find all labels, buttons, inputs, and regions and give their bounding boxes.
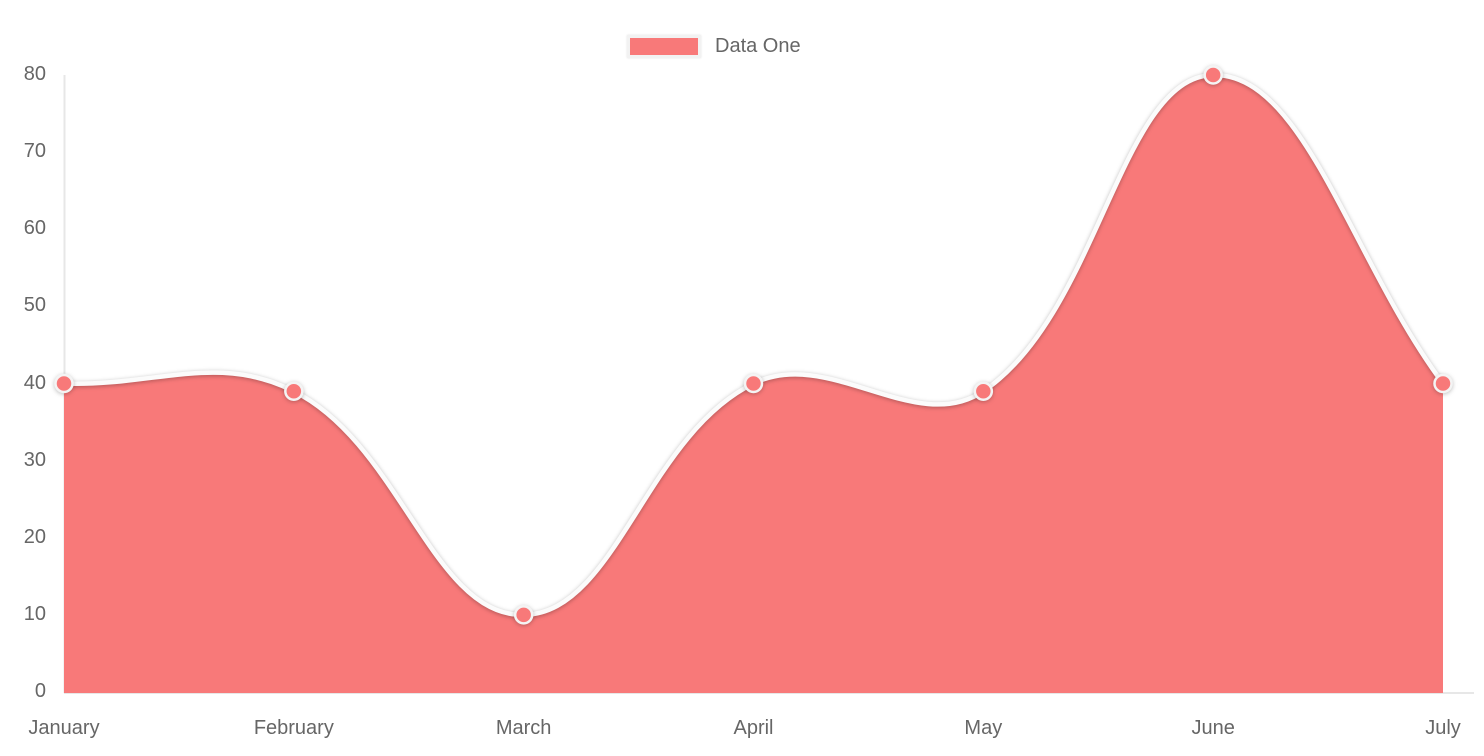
data-point-may[interactable] (973, 381, 994, 401)
y-axis-label-60: 60 (23, 217, 46, 240)
x-axis-label-april: April (733, 717, 774, 739)
x-axis-label-march: March (495, 717, 552, 739)
y-axis-label-10: 10 (23, 602, 46, 625)
legend-label: Data One (715, 35, 801, 57)
y-axis-label-0: 0 (34, 680, 46, 702)
y-axis-label-70: 70 (23, 140, 46, 163)
data-point-june[interactable] (1203, 65, 1223, 85)
x-axis-label-february: February (253, 717, 334, 739)
x-axis-label-july: July (1425, 717, 1461, 739)
y-axis-label-40: 40 (23, 371, 46, 394)
data-point-march[interactable] (513, 605, 534, 625)
y-axis-label-20: 20 (23, 525, 46, 548)
x-axis-label-may: May (964, 717, 1003, 739)
data-point-january[interactable] (54, 373, 74, 394)
legend-swatch (627, 35, 701, 58)
x-axis-label-june: June (1191, 717, 1235, 739)
legend-item-data-one[interactable]: Data One (627, 35, 801, 58)
x-axis-label-january: January (28, 717, 100, 739)
data-point-april[interactable] (743, 373, 764, 394)
y-axis-label-80: 80 (23, 63, 46, 85)
y-axis-label-30: 30 (23, 448, 46, 471)
data-point-july[interactable] (1433, 373, 1453, 394)
data-points (54, 65, 1453, 625)
y-axis-label-50: 50 (23, 294, 46, 317)
data-point-february[interactable] (284, 381, 304, 401)
